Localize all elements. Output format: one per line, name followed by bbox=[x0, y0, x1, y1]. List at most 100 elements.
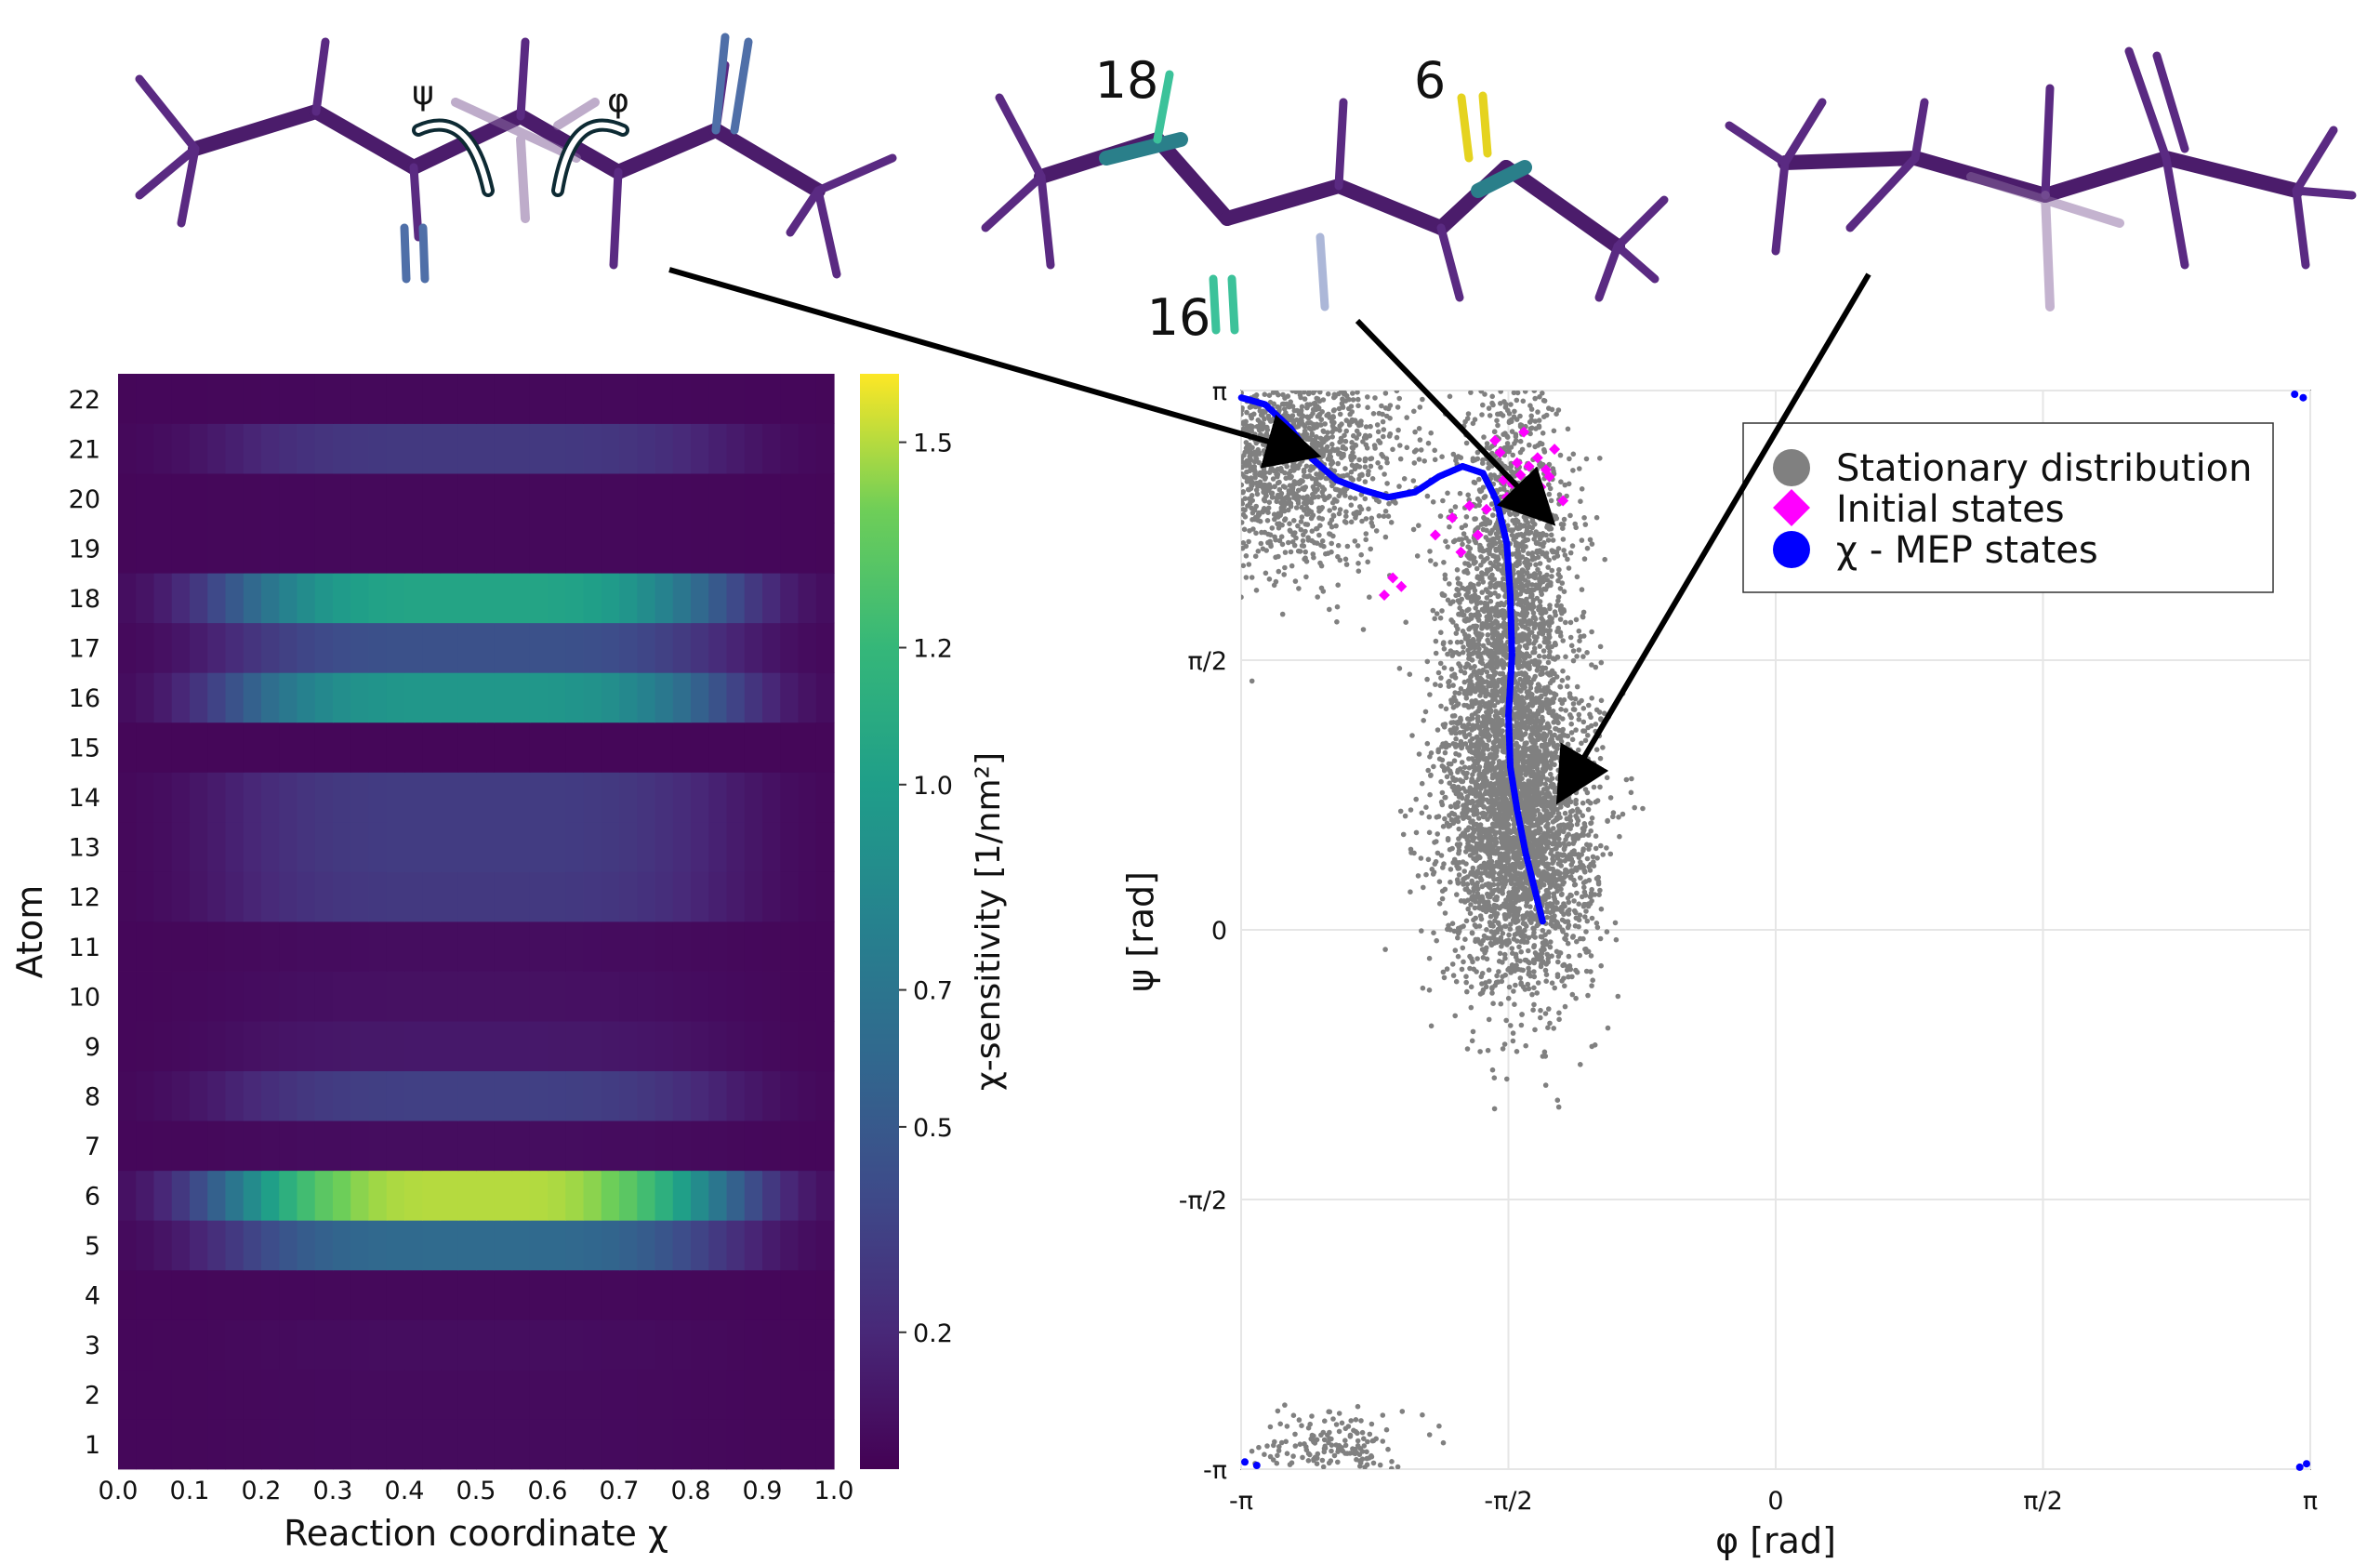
heatmap-cell bbox=[404, 1269, 423, 1320]
stationary-point bbox=[1467, 965, 1473, 972]
stationary-point bbox=[1551, 691, 1557, 696]
heatmap-cell bbox=[297, 622, 316, 673]
heatmap-cell bbox=[815, 1369, 835, 1420]
heatmap-cell bbox=[494, 871, 513, 922]
heatmap-cell bbox=[457, 374, 477, 424]
stationary-point bbox=[1302, 391, 1307, 395]
stationary-point bbox=[1501, 1041, 1508, 1047]
heatmap-cell bbox=[118, 1070, 137, 1121]
stationary-point bbox=[1464, 1046, 1471, 1052]
heatmap-cell bbox=[333, 622, 351, 673]
heatmap-cell bbox=[565, 672, 585, 723]
stationary-point bbox=[1430, 499, 1436, 505]
stationary-point bbox=[1527, 529, 1534, 536]
heatmap-cell bbox=[565, 921, 585, 972]
heatmap-row-atom-5 bbox=[118, 1220, 835, 1271]
heatmap-cell bbox=[494, 1319, 513, 1371]
stationary-point bbox=[1350, 391, 1355, 396]
stationary-point bbox=[1527, 419, 1533, 425]
stationary-point bbox=[1281, 460, 1287, 466]
heatmap-cell bbox=[333, 821, 351, 872]
heatmap-cell bbox=[118, 1220, 137, 1271]
heatmap-cell bbox=[619, 374, 638, 424]
stationary-point bbox=[1450, 538, 1457, 545]
heatmap-cell bbox=[136, 1021, 155, 1072]
heatmap-cell bbox=[457, 1021, 477, 1072]
heatmap-cell bbox=[494, 1220, 513, 1271]
heatmap-cell bbox=[672, 523, 692, 574]
stationary-point bbox=[1244, 427, 1250, 433]
heatmap-cell bbox=[798, 1021, 817, 1072]
stationary-point bbox=[1531, 943, 1538, 948]
stationary-point bbox=[1425, 856, 1432, 863]
heatmap-cell bbox=[153, 573, 173, 624]
stationary-point bbox=[1358, 418, 1364, 424]
heatmap-cell bbox=[136, 672, 155, 723]
stationary-point bbox=[1278, 534, 1285, 539]
heatmap-cell bbox=[744, 473, 763, 524]
heatmap-cell bbox=[619, 423, 638, 474]
heatmap-cell bbox=[583, 1220, 602, 1271]
stationary-point bbox=[1252, 516, 1258, 523]
heatmap-cell bbox=[654, 1220, 674, 1271]
heatmap-cell bbox=[422, 871, 442, 922]
stationary-point bbox=[1460, 945, 1466, 951]
stationary-point bbox=[1282, 564, 1288, 571]
heatmap-cell bbox=[279, 473, 298, 524]
heatmap-cell bbox=[314, 573, 334, 624]
heatmap-cell bbox=[708, 1269, 728, 1320]
stationary-point bbox=[1478, 488, 1485, 494]
stationary-point bbox=[1539, 591, 1544, 597]
heatmap-cell bbox=[565, 374, 585, 424]
stationary-point bbox=[1356, 476, 1362, 482]
stationary-point bbox=[1347, 411, 1353, 418]
stationary-point bbox=[1411, 408, 1417, 415]
heatmap-cell bbox=[691, 374, 709, 424]
heatmap-cell bbox=[243, 1319, 262, 1371]
stationary-point bbox=[1547, 634, 1553, 641]
heatmap-cell bbox=[815, 1170, 835, 1221]
stationary-point bbox=[1524, 571, 1530, 577]
heatmap-cell bbox=[136, 772, 155, 823]
stationary-point bbox=[1584, 650, 1590, 656]
heatmap-cell bbox=[440, 423, 459, 474]
stationary-point bbox=[1316, 448, 1322, 454]
heatmap-cell bbox=[672, 821, 692, 872]
heatmap-cell bbox=[476, 1319, 495, 1371]
stationary-point bbox=[1504, 444, 1510, 450]
stationary-point bbox=[1474, 575, 1480, 580]
stationary-point bbox=[1600, 745, 1606, 750]
heatmap-cell bbox=[494, 374, 513, 424]
heatmap-cell bbox=[171, 971, 191, 1022]
stationary-point bbox=[1511, 391, 1517, 396]
heatmap-cell bbox=[798, 1220, 817, 1271]
heatmap-cell bbox=[136, 1220, 155, 1271]
heatmap-cell bbox=[261, 523, 280, 574]
heatmap-cell bbox=[798, 523, 817, 574]
stationary-point bbox=[1376, 513, 1382, 519]
heatmap-cell bbox=[171, 523, 191, 574]
stationary-point bbox=[1251, 464, 1257, 470]
heatmap-cell bbox=[529, 423, 549, 474]
stationary-point bbox=[1394, 391, 1400, 394]
stationary-point bbox=[1551, 826, 1556, 831]
psi-label: ψ bbox=[412, 74, 434, 113]
heatmap-cell bbox=[243, 672, 262, 723]
heatmap-cell bbox=[404, 1170, 423, 1221]
heatmap-cell bbox=[457, 1269, 477, 1320]
heatmap-cell bbox=[368, 971, 388, 1022]
heatmap-cell bbox=[404, 871, 423, 922]
heatmap-y-tick: 16 bbox=[69, 684, 100, 713]
heatmap-cell bbox=[476, 772, 495, 823]
stationary-point bbox=[1377, 440, 1383, 445]
heatmap-cell bbox=[708, 1120, 728, 1172]
stationary-point bbox=[1536, 424, 1542, 431]
heatmap-cell bbox=[708, 573, 728, 624]
stationary-point bbox=[1571, 898, 1577, 904]
stationary-point bbox=[1365, 404, 1370, 411]
stationary-point bbox=[1494, 557, 1500, 563]
stationary-point bbox=[1352, 496, 1358, 501]
heatmap-cell bbox=[494, 1021, 513, 1072]
heatmap-cell bbox=[314, 1419, 334, 1470]
heatmap-cell bbox=[350, 821, 370, 872]
